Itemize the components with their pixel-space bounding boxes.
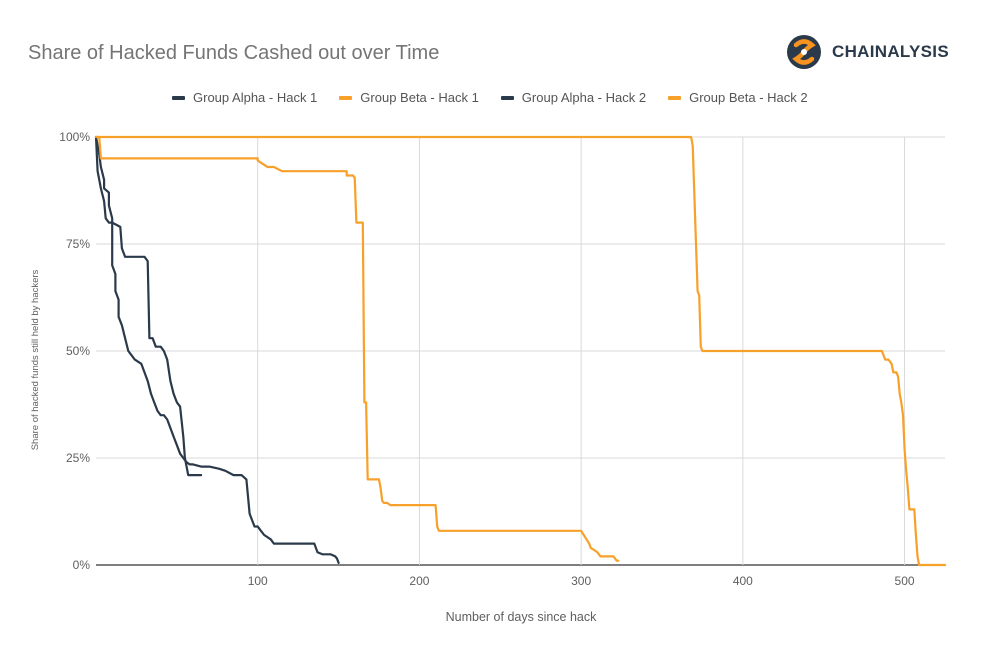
legend-label: Group Beta - Hack 1 bbox=[360, 90, 479, 105]
x-tick-label: 500 bbox=[895, 574, 915, 588]
chainalysis-logo-icon bbox=[787, 35, 821, 69]
y-tick-label: 100% bbox=[59, 130, 90, 144]
tick-labels: 0% 25% 50% 75% 100% 100 200 300 400 500 bbox=[59, 130, 915, 588]
x-axis-label: Number of days since hack bbox=[446, 610, 598, 624]
legend-label: Group Alpha - Hack 1 bbox=[193, 90, 318, 105]
legend-item: Group Beta - Hack 1 bbox=[339, 90, 479, 105]
series-line-group-alpha-hack-2 bbox=[94, 135, 203, 477]
series-line-group-beta-hack-1 bbox=[94, 135, 620, 562]
brand-name: CHAINALYSIS bbox=[832, 42, 949, 61]
series-line-group-alpha-hack-1 bbox=[94, 135, 340, 565]
x-tick-label: 200 bbox=[409, 574, 429, 588]
chart-title: Share of Hacked Funds Cashed out over Ti… bbox=[28, 42, 440, 64]
legend-item: Group Alpha - Hack 2 bbox=[500, 90, 647, 105]
y-tick-label: 0% bbox=[73, 558, 91, 572]
x-tick-label: 100 bbox=[248, 574, 268, 588]
legend-label: Group Alpha - Hack 2 bbox=[521, 90, 647, 105]
y-tick-label: 75% bbox=[66, 237, 90, 251]
x-tick-label: 400 bbox=[733, 574, 753, 588]
legend-label: Group Beta - Hack 2 bbox=[689, 90, 808, 105]
legend-swatch bbox=[668, 95, 682, 100]
legend-swatch bbox=[500, 95, 514, 100]
y-tick-label: 50% bbox=[66, 344, 90, 358]
brand-logo: CHAINALYSIS bbox=[786, 34, 949, 70]
legend-swatch bbox=[339, 95, 353, 100]
legend-item: Group Beta - Hack 2 bbox=[668, 90, 808, 105]
series-line-group-beta-hack-2 bbox=[94, 135, 947, 567]
chart-legend: Group Alpha - Hack 1 Group Beta - Hack 1… bbox=[172, 90, 808, 105]
series-lines bbox=[94, 135, 947, 567]
y-tick-label: 25% bbox=[66, 451, 90, 465]
y-axis-label: Share of hacked funds still held by hack… bbox=[30, 269, 41, 450]
x-tick-label: 300 bbox=[571, 574, 591, 588]
legend-swatch bbox=[172, 95, 185, 100]
legend-item: Group Alpha - Hack 1 bbox=[172, 90, 317, 105]
